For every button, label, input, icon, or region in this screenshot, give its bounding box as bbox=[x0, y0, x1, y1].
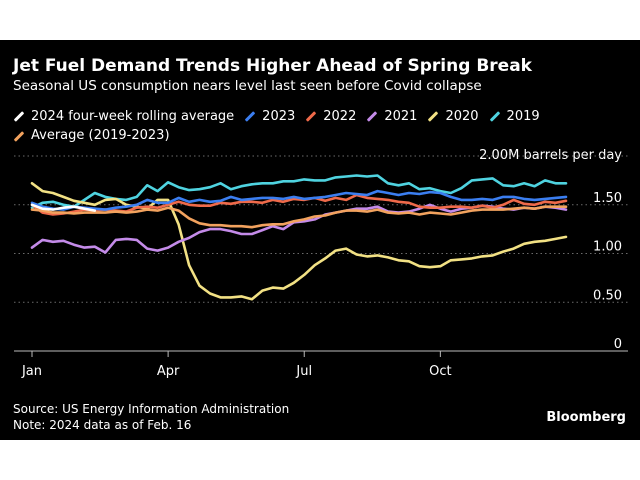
legend-label: 2019 bbox=[506, 108, 540, 124]
legend-label: 2022 bbox=[323, 108, 357, 124]
series-line-average-2019-2023 bbox=[30, 205, 568, 229]
y-tick-label: 0 bbox=[614, 337, 622, 352]
data-note: Note: 2024 data as of Feb. 16 bbox=[13, 418, 192, 432]
legend-item-2019: 2019 bbox=[489, 108, 540, 126]
y-tick-label: 1.50 bbox=[593, 191, 622, 206]
legend-item-2024-four-week-rolling-average: 2024 four-week rolling average bbox=[13, 108, 234, 126]
legend-item-2023: 2023 bbox=[244, 108, 295, 126]
legend-label: 2020 bbox=[445, 108, 479, 124]
series-line-2019 bbox=[30, 174, 568, 209]
legend-label: 2021 bbox=[384, 108, 418, 124]
x-tick-label: Jul bbox=[295, 364, 312, 379]
legend-label: 2024 four-week rolling average bbox=[31, 108, 235, 124]
source-note: Source: US Energy Information Administra… bbox=[13, 402, 290, 416]
x-tick-label: Jan bbox=[21, 364, 42, 379]
series-line-2020 bbox=[30, 182, 568, 301]
chart-legend: 2024 four-week rolling average 2023 2022 20… bbox=[13, 106, 613, 145]
legend-label: Average (2019-2023) bbox=[31, 128, 170, 143]
legend-item-2022: 2022 bbox=[305, 108, 356, 126]
legend-item-2021: 2021 bbox=[366, 108, 417, 126]
chart-card: Jet Fuel Demand Trends Higher Ahead of S… bbox=[0, 40, 640, 440]
series-line-2024-four-week-rolling-average bbox=[30, 203, 97, 212]
x-tick-label: Apr bbox=[157, 364, 180, 379]
legend-item-average-2019-2023: Average (2019-2023) bbox=[13, 127, 170, 145]
legend-label: 2023 bbox=[262, 108, 296, 124]
y-tick-label: 0.50 bbox=[593, 288, 622, 303]
bloomberg-logo: Bloomberg bbox=[546, 410, 626, 425]
y-tick-label: 1.00 bbox=[593, 240, 622, 255]
chart-subtitle: Seasonal US consumption nears level last… bbox=[13, 78, 482, 94]
legend-item-2020: 2020 bbox=[427, 108, 479, 126]
x-tick-label: Oct bbox=[429, 364, 451, 379]
series-line-2023 bbox=[30, 189, 568, 211]
chart-title: Jet Fuel Demand Trends Higher Ahead of S… bbox=[13, 56, 532, 76]
